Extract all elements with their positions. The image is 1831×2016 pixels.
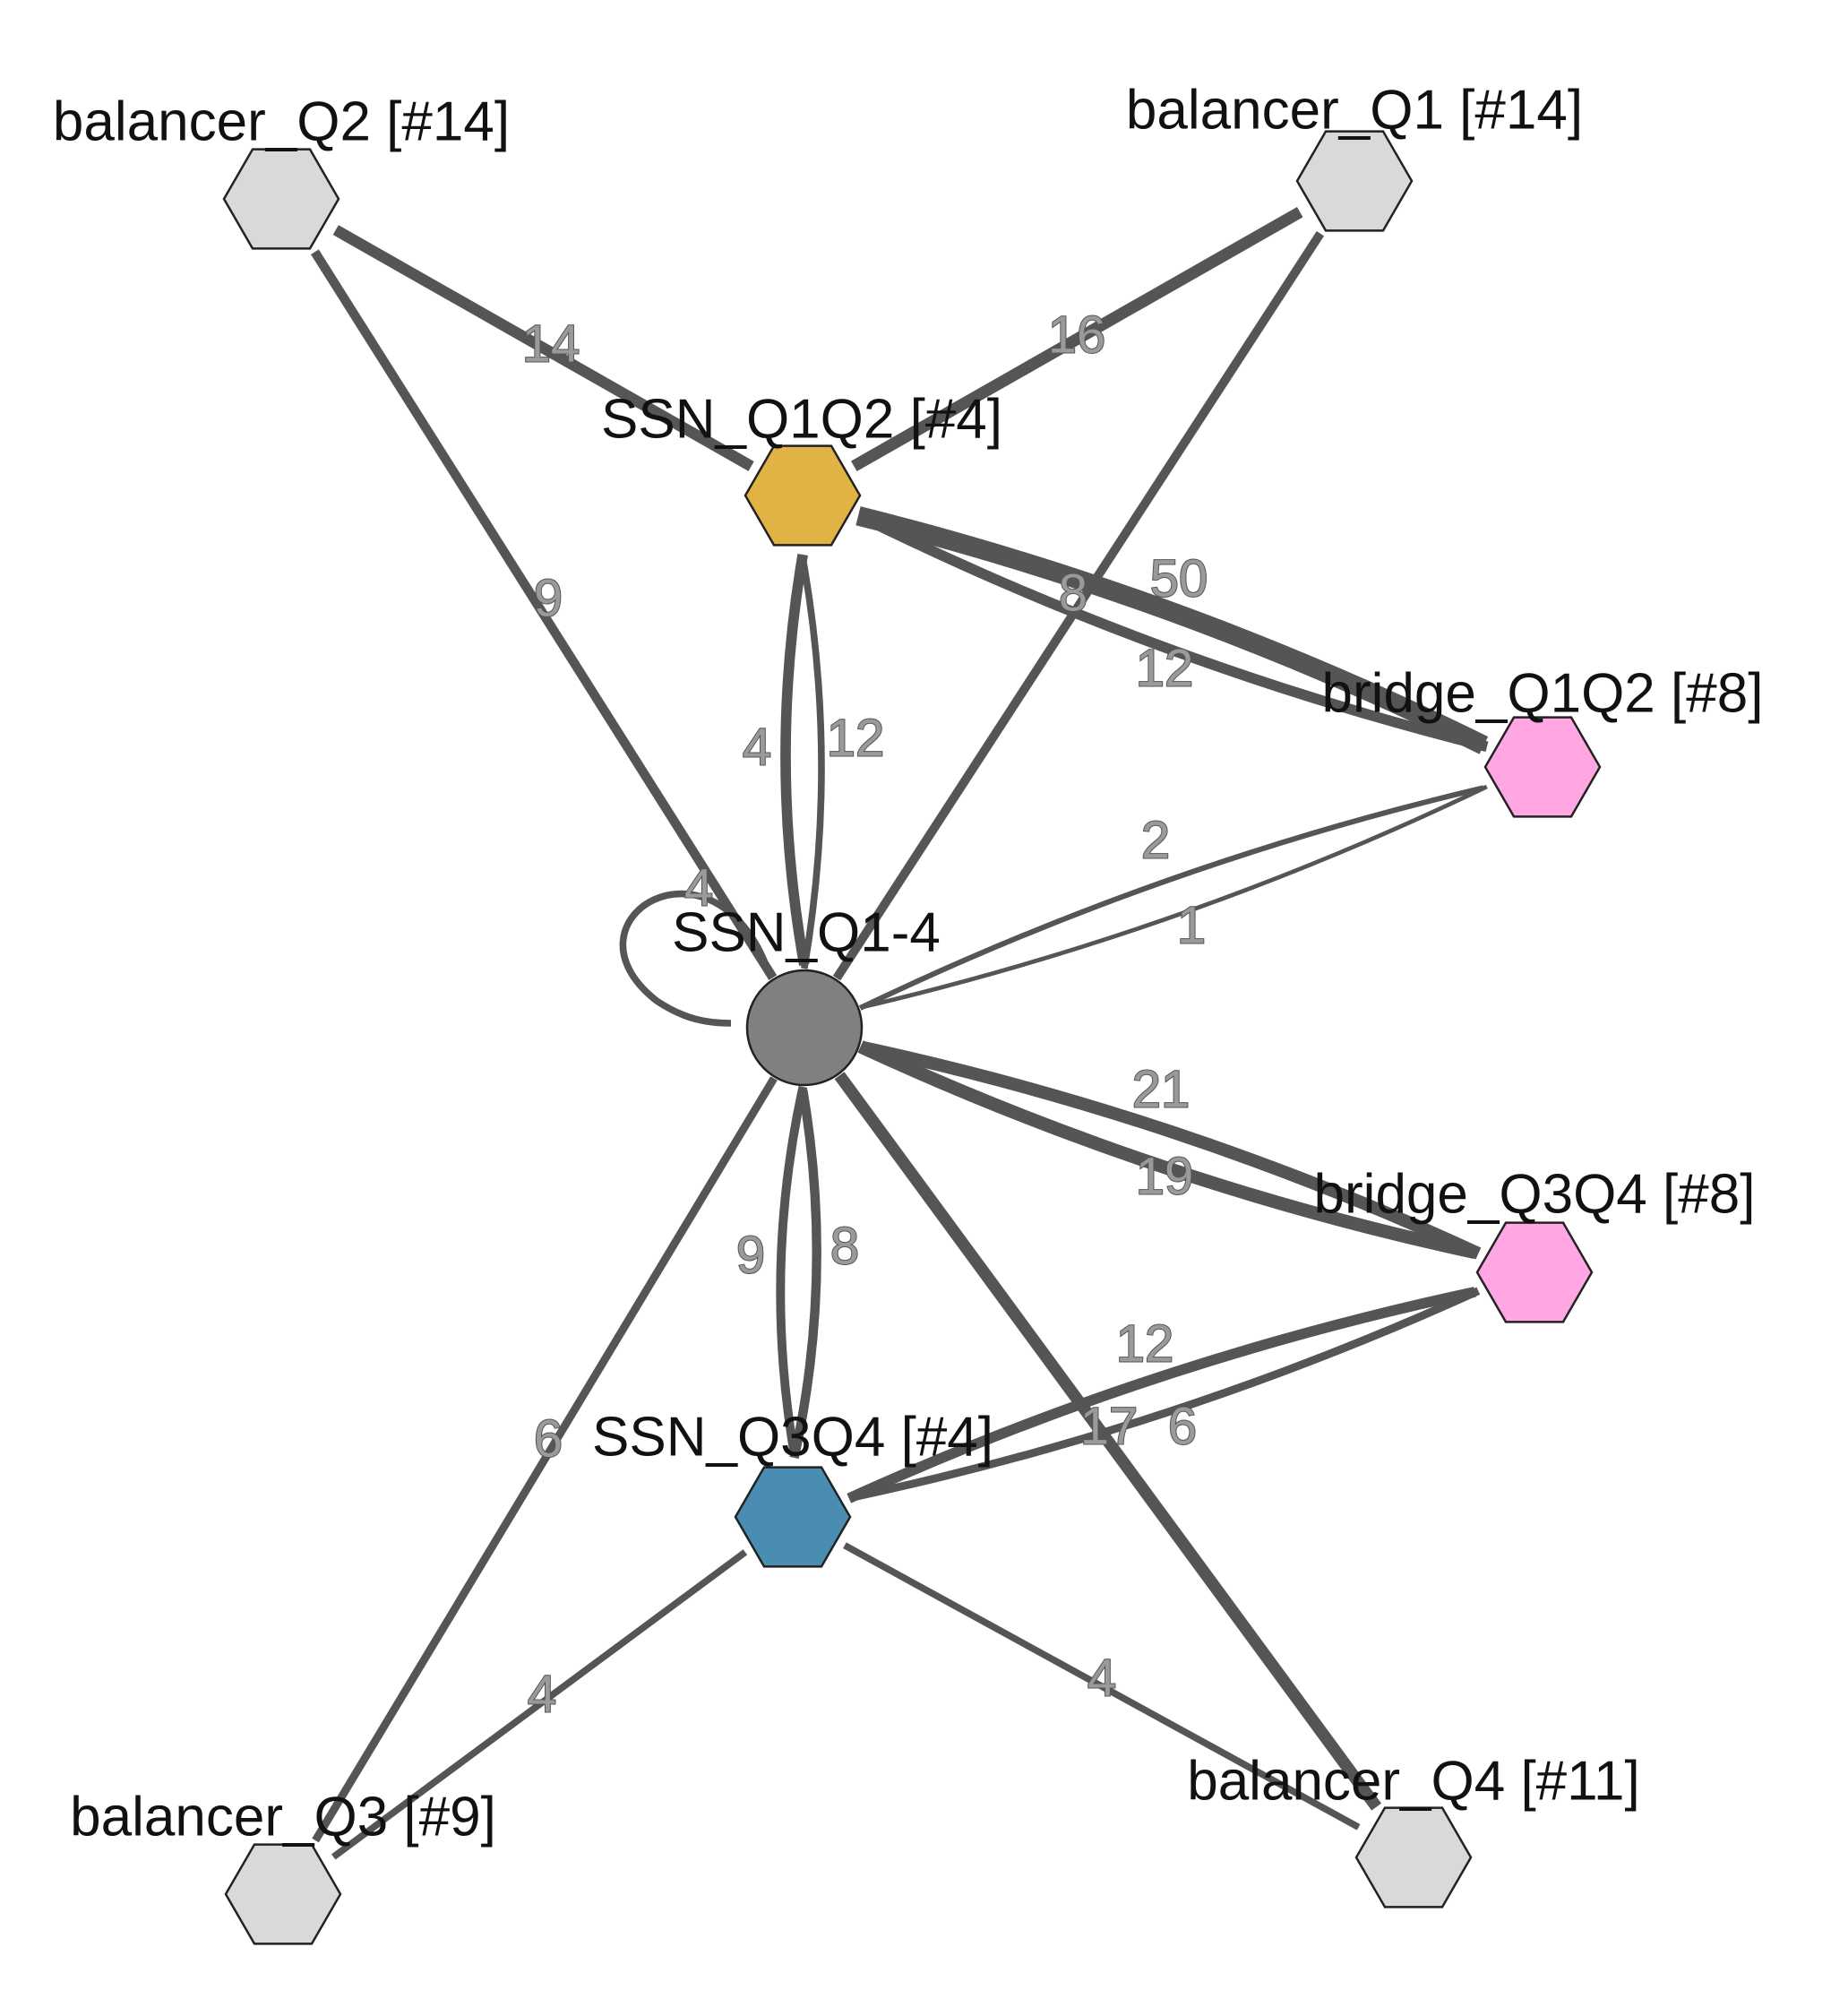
edge-label: 4 (743, 718, 771, 776)
node-balancer_Q1 (1295, 130, 1414, 232)
node-bridge_Q3Q4 (1475, 1221, 1594, 1323)
node-label-SSN_Q1-4: SSN_Q1-4 (672, 901, 941, 963)
edge-SSN_Q3Q4-to-balancer_Q3 (331, 1549, 748, 1860)
edge-bridge_Q1Q2-to-SSN_Q1-4 (863, 784, 1488, 1010)
node-label-SSN_Q1Q2: SSN_Q1Q2 [#4] (601, 388, 1002, 450)
node-SSN_Q1-4 (745, 969, 864, 1087)
node-bridge_Q1Q2 (1483, 716, 1602, 818)
edge-label: 19 (1136, 1147, 1194, 1205)
edge-labels-layer: 4 4 12 14 16 50 12 9 8 21 21 19 9 8 12 6 6 17 4 4 (521, 305, 1209, 1724)
edge-SSN_Q1Q2-to-SSN_Q1-4 (780, 554, 810, 967)
edge-label: 4 (1087, 1649, 1116, 1707)
edge-SSN_Q1Q2-to-balancer_Q2 (332, 225, 754, 471)
edge-label: 12 (1136, 639, 1194, 697)
edge-SSN_Q1Q2-to-bridge_Q1Q2 (855, 506, 1489, 754)
node-label-balancer_Q2: balancer_Q2 [#14] (53, 90, 510, 152)
edge-label: 12 (1116, 1314, 1174, 1373)
edge-label: 6 (1168, 1397, 1197, 1455)
edge-SSN_Q3Q4-to-balancer_Q4 (843, 1542, 1361, 1831)
node-label-SSN_Q3Q4: SSN_Q3Q4 [#4] (592, 1406, 993, 1468)
edge-label: 17 (1080, 1397, 1139, 1455)
node-label-balancer_Q3: balancer_Q3 [#9] (70, 1786, 496, 1848)
edge-label: 21 (1132, 1060, 1191, 1118)
edge-label: 9 (534, 569, 563, 627)
edge-SSN_Q3Q4-to-bridge_Q3Q4 (847, 1287, 1476, 1503)
edge-label: 4 (528, 1665, 556, 1723)
edges-layer (311, 206, 1489, 1860)
edge-SSN_Q1-4-to-balancer_Q2 (311, 249, 778, 980)
node-SSN_Q3Q4 (734, 1466, 852, 1568)
edge-label: 2 (1141, 811, 1170, 869)
edge-SSN_Q1-4-to-SSN_Q1-4 (619, 890, 772, 1027)
node-label-bridge_Q3Q4: bridge_Q3Q4 [#8] (1314, 1163, 1756, 1225)
edge-SSN_Q1Q2-to-balancer_Q1 (851, 206, 1303, 472)
edge-label: 12 (827, 709, 885, 767)
edge-label: 16 (1048, 306, 1106, 364)
edge-label: 14 (522, 314, 580, 373)
edge-bridge_Q3Q4-to-SSN_Q3Q4 (851, 1287, 1481, 1502)
edge-SSN_Q1-4-to-balancer_Q3 (312, 1076, 778, 1843)
edge-SSN_Q1-4-to-balancer_Q4 (834, 1072, 1382, 1811)
edge-label: 1 (1177, 896, 1206, 954)
node-balancer_Q3 (224, 1843, 342, 1945)
node-balancer_Q4 (1354, 1806, 1473, 1908)
edge-label: 8 (1059, 564, 1087, 622)
edge-label: 50 (1150, 549, 1208, 607)
node-label-balancer_Q1: balancer_Q1 [#14] (1126, 79, 1583, 141)
edge-SSN_Q3Q4-to-SSN_Q1-4 (789, 1090, 821, 1460)
edge-bridge_Q1Q2-to-SSN_Q1Q2 (859, 512, 1489, 752)
edge-label: 4 (684, 858, 713, 917)
edge-SSN_Q1-4-to-bridge_Q1Q2 (858, 785, 1484, 1011)
edge-SSN_Q1-4-to-SSN_Q3Q4 (776, 1085, 808, 1455)
node-balancer_Q2 (222, 148, 340, 250)
edge-label: 6 (534, 1409, 563, 1468)
edge-label: 8 (830, 1217, 859, 1275)
edge-bridge_Q3Q4-to-SSN_Q1-4 (862, 1041, 1482, 1260)
node-label-bridge_Q1Q2: bridge_Q1Q2 [#8] (1322, 662, 1764, 724)
edge-SSN_Q1-4-to-SSN_Q1Q2 (799, 557, 825, 969)
node-SSN_Q1Q2 (744, 444, 862, 547)
edge-label: 9 (736, 1226, 765, 1284)
node-label-balancer_Q4: balancer_Q4 [#11] (1187, 1750, 1640, 1812)
edge-SSN_Q1-4-to-balancer_Q1 (832, 231, 1325, 981)
edge-SSN_Q1-4-to-bridge_Q3Q4 (857, 1040, 1477, 1260)
nodes-layer (222, 130, 1602, 1945)
node-labels-layer: SSN_Q1-4 SSN_Q1Q2 [#4] SSN_Q3Q4 [#4] bridge… (53, 79, 1764, 1848)
